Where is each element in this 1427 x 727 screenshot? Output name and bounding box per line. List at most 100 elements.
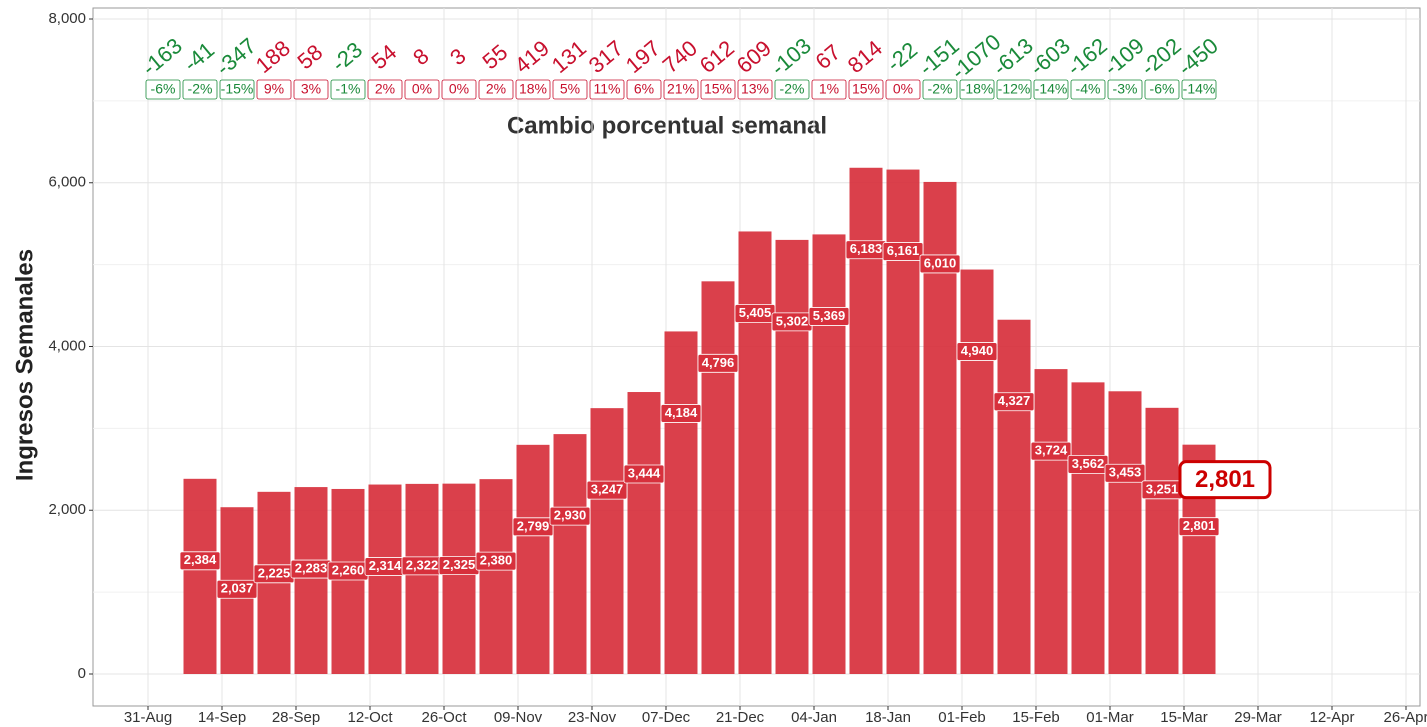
value-label: 6,010 [924, 255, 957, 270]
pct-label-box [663, 79, 699, 100]
value-label: 2,325 [443, 557, 476, 572]
pct-label: 2% [375, 81, 395, 97]
x-tick-label: 29-Mar [1234, 709, 1282, 726]
value-label: 2,801 [1183, 518, 1216, 533]
highlight-box [1178, 460, 1272, 500]
pct-label: -14% [1183, 81, 1216, 97]
pct-label-box [737, 79, 773, 100]
pct-label: -12% [998, 81, 1031, 97]
x-tick-label: 01-Mar [1086, 709, 1134, 726]
y-tick-label: 6,000 [48, 174, 86, 191]
bar [516, 444, 550, 674]
bar [368, 484, 402, 674]
value-label: 4,796 [702, 355, 735, 370]
pct-label: 18% [519, 81, 547, 97]
pct-label-box [1144, 79, 1180, 100]
bar [1145, 407, 1179, 674]
y-tick-label: 4,000 [48, 337, 86, 354]
pct-label-box [441, 79, 477, 100]
value-label-box [882, 242, 924, 261]
x-tick-label: 26-Apr [1383, 709, 1427, 726]
value-label-box [623, 464, 665, 484]
x-tick-label: 23-Nov [568, 709, 617, 726]
pct-label-box [996, 79, 1032, 100]
bar [405, 483, 439, 674]
value-label: 4,184 [665, 405, 698, 420]
bar [590, 408, 624, 674]
value-label: 3,247 [591, 482, 624, 497]
x-tick-label: 21-Dec [716, 709, 765, 726]
bar [960, 269, 994, 674]
pct-label-box [1070, 79, 1106, 100]
value-label-box [1178, 517, 1220, 537]
value-label: 2,314 [369, 558, 402, 573]
pct-label-box [848, 79, 884, 100]
value-label: 3,251 [1146, 481, 1179, 496]
value-label-box [549, 506, 591, 526]
pct-label-box [145, 79, 181, 100]
value-label: 2,384 [184, 552, 217, 567]
pct-label-box [922, 79, 958, 100]
bar [294, 487, 328, 674]
value-label-box [660, 404, 702, 423]
pct-label: -2% [188, 81, 213, 97]
value-label-box [586, 480, 628, 500]
value-label: 5,302 [776, 313, 809, 328]
pct-label: 15% [704, 81, 732, 97]
bar [1034, 369, 1068, 674]
bar [183, 478, 217, 674]
pct-label-box [219, 79, 255, 100]
value-label-box [475, 551, 517, 571]
pct-label-box [1033, 79, 1069, 100]
pct-label-box [1181, 79, 1217, 100]
value-label-box [697, 353, 739, 373]
x-tick-label: 26-Oct [421, 709, 467, 726]
pct-label: -6% [1150, 81, 1175, 97]
pct-label-box [515, 79, 551, 100]
value-label: 6,161 [887, 243, 920, 258]
pct-label-box [626, 79, 662, 100]
pct-label-box [256, 79, 292, 100]
value-label: 3,453 [1109, 465, 1142, 480]
value-label: 2,225 [258, 565, 291, 580]
value-label-box [216, 579, 258, 599]
chart-subtitle: Cambio porcentual semanal [507, 112, 827, 139]
pct-label-box [811, 79, 847, 100]
pct-label: 13% [741, 81, 769, 97]
bar [627, 392, 661, 674]
pct-label-box [959, 79, 995, 100]
pct-label-box [182, 79, 218, 100]
pct-label-box [885, 79, 921, 100]
value-label: 3,724 [1035, 443, 1068, 458]
bar [442, 483, 476, 674]
pct-label-box [404, 79, 440, 100]
x-tick-label: 15-Mar [1160, 709, 1208, 726]
bar [1108, 391, 1142, 674]
value-label-box [1104, 463, 1146, 483]
value-label: 2,037 [221, 581, 254, 596]
value-label: 3,444 [628, 465, 661, 480]
pct-label: 0% [893, 81, 913, 97]
pct-label-box [1107, 79, 1143, 100]
y-tick-label: 2,000 [48, 501, 86, 518]
pct-label: 6% [634, 81, 654, 97]
bar [664, 331, 698, 674]
highlight-label: 2,801 [1195, 466, 1255, 493]
value-label: 2,260 [332, 562, 365, 577]
bar [738, 231, 772, 674]
x-tick-label: 07-Dec [642, 709, 691, 726]
value-label: 5,405 [739, 305, 772, 320]
x-tick-label: 14-Sep [198, 709, 246, 726]
pct-label: 15% [852, 81, 880, 97]
value-label: 4,327 [998, 393, 1031, 408]
pct-label: 9% [264, 81, 284, 97]
pct-label-box [774, 79, 810, 100]
pct-label: -15% [221, 81, 254, 97]
pct-label: -3% [1113, 81, 1138, 97]
pct-label: -4% [1076, 81, 1101, 97]
bar [1071, 382, 1105, 674]
bar [553, 434, 587, 674]
pct-label: 21% [667, 81, 695, 97]
value-label: 4,940 [961, 343, 994, 358]
